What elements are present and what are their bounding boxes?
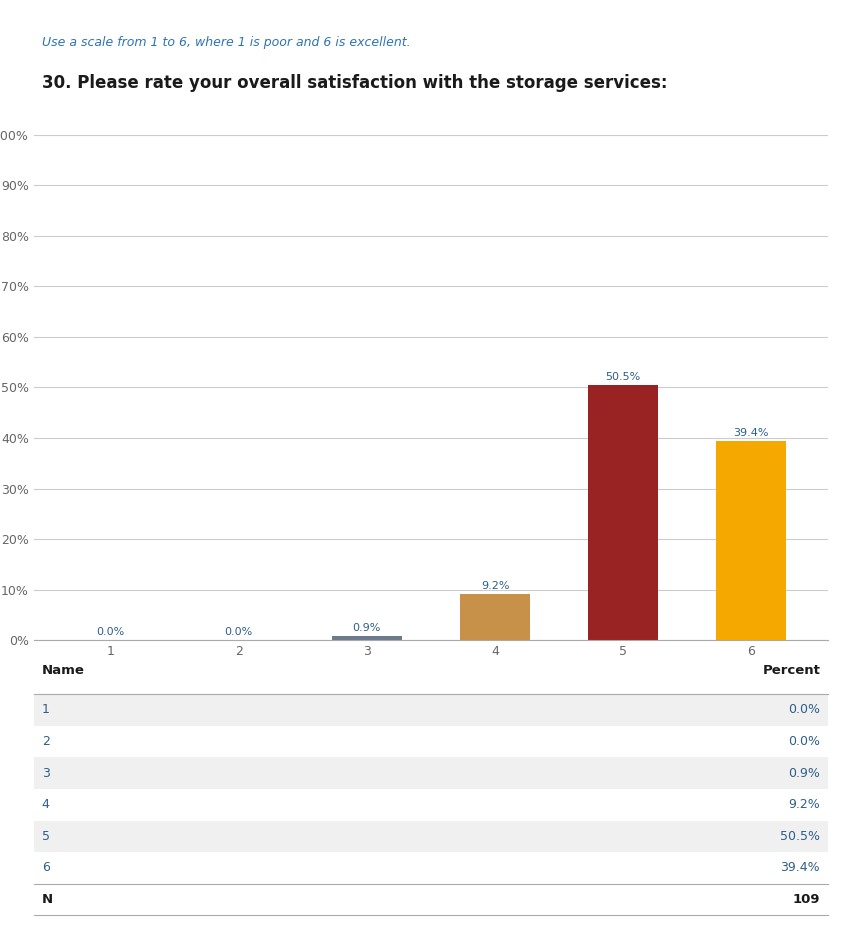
- Bar: [34, 694, 827, 726]
- Text: N: N: [41, 893, 53, 906]
- Bar: [34, 757, 827, 789]
- Text: 0.0%: 0.0%: [787, 735, 820, 748]
- Text: 50.5%: 50.5%: [605, 372, 640, 382]
- Text: 50.5%: 50.5%: [779, 829, 820, 842]
- Text: 4: 4: [41, 799, 50, 812]
- Bar: [459, 594, 530, 640]
- Text: 30. Please rate your overall satisfaction with the storage services:: 30. Please rate your overall satisfactio…: [41, 75, 667, 92]
- Text: 0.9%: 0.9%: [787, 767, 820, 780]
- Text: 3: 3: [41, 767, 50, 780]
- Text: 9.2%: 9.2%: [480, 581, 509, 590]
- Text: 9.2%: 9.2%: [787, 799, 820, 812]
- Text: Percent: Percent: [761, 664, 820, 677]
- Bar: [587, 385, 657, 640]
- Text: Name: Name: [41, 664, 84, 677]
- Text: 6: 6: [41, 861, 50, 874]
- Text: 1: 1: [41, 703, 50, 716]
- Text: 39.4%: 39.4%: [733, 428, 768, 438]
- Text: 5: 5: [41, 829, 50, 842]
- Bar: [715, 441, 786, 640]
- Bar: [34, 821, 827, 852]
- Text: 2: 2: [41, 735, 50, 748]
- Text: 0.9%: 0.9%: [352, 623, 381, 632]
- Bar: [34, 726, 827, 757]
- Text: 39.4%: 39.4%: [780, 861, 820, 874]
- Bar: [332, 636, 402, 640]
- Text: 109: 109: [792, 893, 820, 906]
- Bar: [34, 852, 827, 884]
- Text: 0.0%: 0.0%: [787, 703, 820, 716]
- Bar: [34, 789, 827, 821]
- Text: 0.0%: 0.0%: [225, 627, 252, 637]
- Text: Use a scale from 1 to 6, where 1 is poor and 6 is excellent.: Use a scale from 1 to 6, where 1 is poor…: [41, 36, 410, 50]
- Text: 0.0%: 0.0%: [96, 627, 125, 637]
